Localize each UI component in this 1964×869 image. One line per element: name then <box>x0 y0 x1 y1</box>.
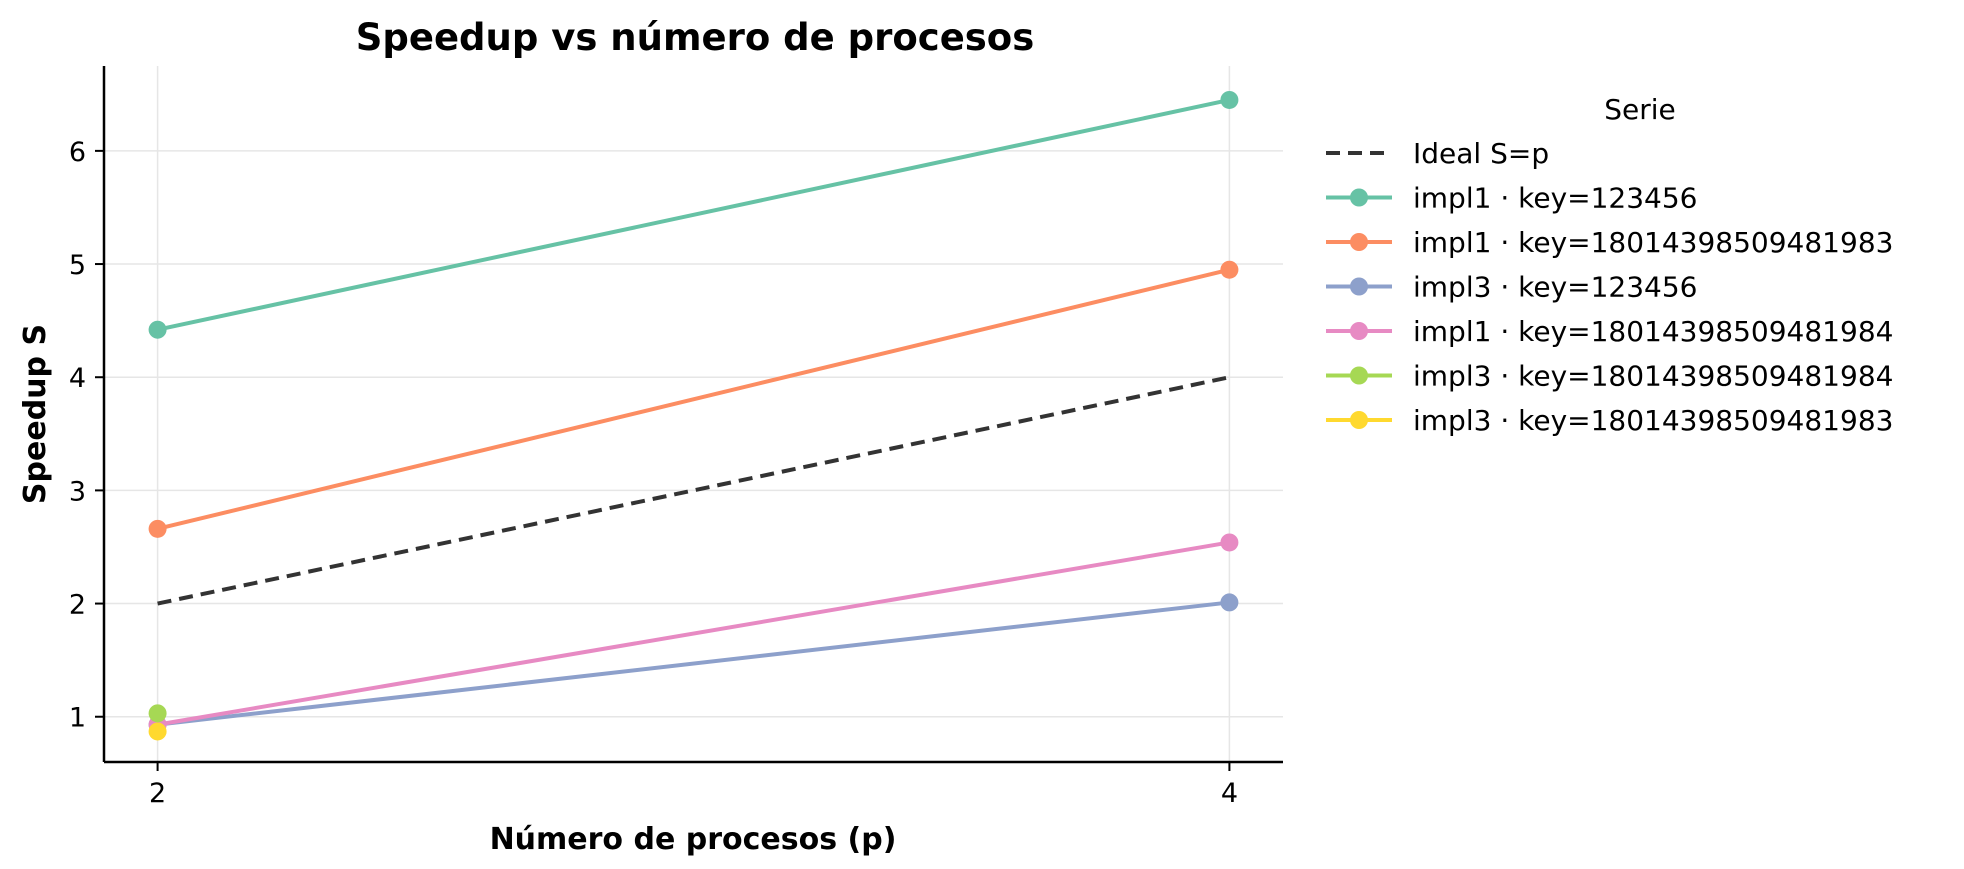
series-line-1 <box>157 97 1230 332</box>
data-point-s4-p1 <box>1220 533 1239 552</box>
series-6 <box>148 722 167 741</box>
legend-item-0: Ideal S=p <box>1326 137 1549 170</box>
legend-title: Serie <box>1604 93 1676 126</box>
y-axis-label: Speedup S <box>18 324 53 504</box>
legend: Serie Ideal S=p impl1 · key=123456 impl1 ·… <box>1326 93 1893 437</box>
legend-label-6: impl3 · key=18014398509481983 <box>1413 404 1893 437</box>
data-point-s3-p1 <box>1220 593 1239 612</box>
legend-item-6: impl3 · key=18014398509481983 <box>1326 404 1893 437</box>
chart-title: Speedup vs número de procesos <box>356 16 1035 59</box>
legend-label-4: impl1 · key=18014398509481984 <box>1413 315 1893 348</box>
x-tick-label-4: 4 <box>1221 778 1238 809</box>
series-line-3 <box>157 600 1230 727</box>
data-point-s1-p0 <box>148 320 167 339</box>
series-0 <box>157 375 1230 606</box>
legend-label-3: impl3 · key=123456 <box>1413 271 1697 304</box>
data-point-s2-p0 <box>148 519 167 538</box>
series-2 <box>148 260 1239 538</box>
series-3 <box>148 593 1239 734</box>
legend-marker-3 <box>1350 277 1368 296</box>
y-tick-label-2: 2 <box>69 590 86 621</box>
series-line-0 <box>157 375 1230 606</box>
x-axis-label: Número de procesos (p) <box>490 822 897 857</box>
y-tick-label-5: 5 <box>69 250 86 281</box>
data-point-s6-p0 <box>148 722 167 741</box>
x-tick-label-2: 2 <box>149 778 166 809</box>
legend-marker-4 <box>1350 322 1368 340</box>
legend-marker-2 <box>1350 233 1368 251</box>
data-point-s1-p1 <box>1220 90 1239 109</box>
legend-label-0: Ideal S=p <box>1413 137 1549 170</box>
series-line-2 <box>157 267 1230 531</box>
legend-marker-6 <box>1350 411 1368 429</box>
legend-item-1: impl1 · key=123456 <box>1326 182 1697 215</box>
legend-item-2: impl1 · key=18014398509481983 <box>1326 226 1893 259</box>
axis-ticks: 1 2 3 4 5 6 2 4 <box>69 137 1238 809</box>
y-tick-label-1: 1 <box>69 703 86 734</box>
legend-label-2: impl1 · key=18014398509481983 <box>1413 226 1893 259</box>
y-tick-label-6: 6 <box>69 137 86 168</box>
series-layer <box>148 90 1239 741</box>
y-tick-label-4: 4 <box>69 363 86 394</box>
grid-lines <box>104 66 1283 762</box>
series-4 <box>148 533 1239 734</box>
series-1 <box>148 90 1239 339</box>
legend-label-1: impl1 · key=123456 <box>1413 182 1697 215</box>
legend-item-3: impl3 · key=123456 <box>1326 271 1697 304</box>
legend-label-5: impl3 · key=18014398509481984 <box>1413 360 1893 393</box>
y-tick-label-3: 3 <box>69 476 86 507</box>
legend-marker-1 <box>1350 188 1368 207</box>
legend-item-5: impl3 · key=18014398509481984 <box>1326 360 1893 393</box>
series-line-4 <box>157 540 1230 727</box>
series-5 <box>148 704 167 723</box>
legend-item-4: impl1 · key=18014398509481984 <box>1326 315 1893 348</box>
legend-marker-5 <box>1350 366 1368 385</box>
data-point-s5-p0 <box>148 704 167 723</box>
data-point-s2-p1 <box>1220 260 1239 279</box>
